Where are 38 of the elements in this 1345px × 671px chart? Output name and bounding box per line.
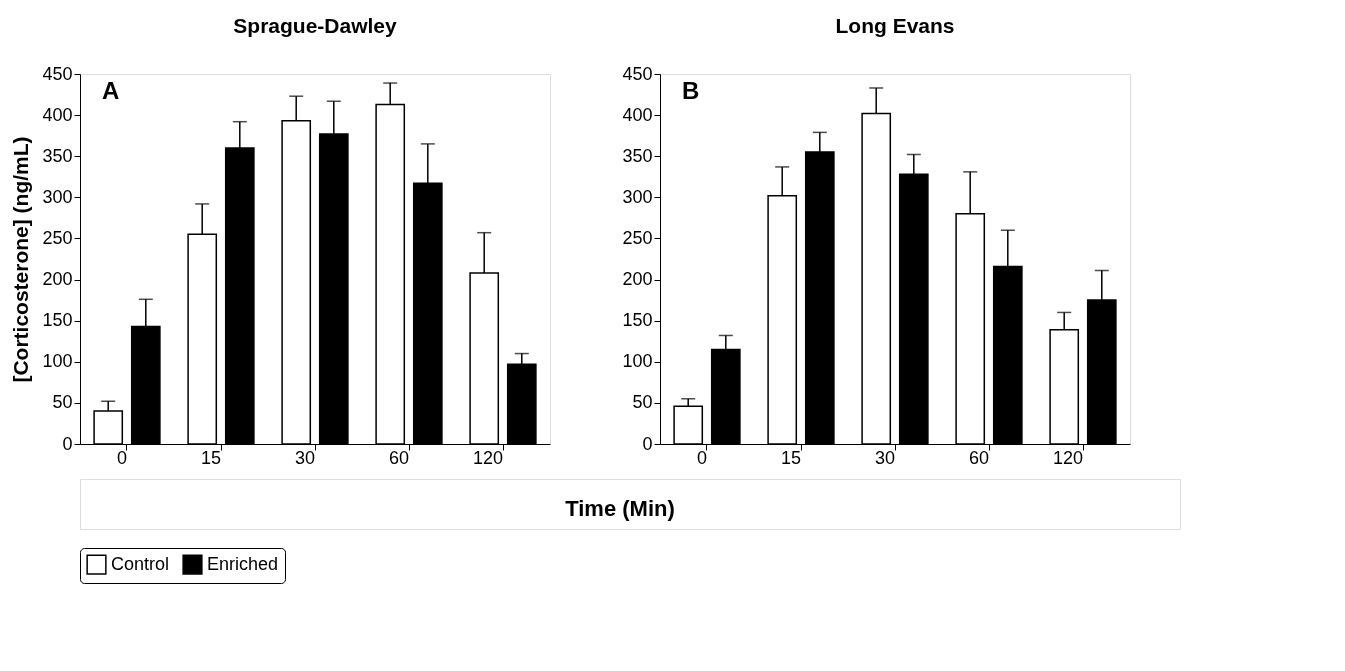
- y-tick-label: 0: [62, 433, 73, 454]
- y-tick-label: 150: [622, 310, 653, 331]
- y-tick-label: 100: [622, 351, 653, 372]
- legend-label: Enriched: [207, 553, 279, 574]
- y-tick-label: 450: [622, 63, 653, 84]
- annotation: B: [682, 77, 700, 104]
- y-tick-label: 400: [42, 104, 73, 125]
- y-tick-label: 200: [42, 269, 73, 290]
- y-tick-label: 100: [42, 351, 73, 372]
- y-tick-label: 50: [632, 392, 653, 413]
- y-tick-label: 400: [622, 104, 653, 125]
- legend-label: Control: [111, 553, 170, 574]
- y-tick-label: 450: [42, 63, 73, 84]
- y-tick-label: 300: [42, 186, 73, 207]
- x-tick-label: 120: [472, 447, 503, 468]
- y-tick-label: 250: [42, 227, 73, 248]
- x-axis-title: Time (Min): [565, 496, 675, 521]
- chart-title: Sprague-Dawley: [233, 14, 398, 37]
- x-tick-label: 60: [388, 447, 409, 468]
- x-tick-label: 15: [780, 447, 801, 468]
- y-axis-title: [Corticosterone] (ng/mL): [9, 136, 33, 383]
- x-tick-label: 15: [200, 447, 221, 468]
- x-tick-label: 0: [116, 447, 127, 468]
- x-tick-label: 30: [874, 447, 895, 468]
- y-tick-label: 300: [622, 186, 653, 207]
- y-tick-label: 0: [642, 433, 653, 454]
- y-tick-label: 350: [622, 145, 653, 166]
- x-tick-label: 30: [294, 447, 315, 468]
- x-tick-label: 60: [968, 447, 989, 468]
- y-tick-label: 250: [622, 227, 653, 248]
- y-tick-label: 150: [42, 310, 73, 331]
- x-tick-label: 0: [696, 447, 707, 468]
- annotation: A: [102, 77, 120, 104]
- x-tick-label: 120: [1052, 447, 1083, 468]
- y-tick-label: 350: [42, 145, 73, 166]
- y-tick-label: 50: [52, 392, 73, 413]
- y-tick-label: 200: [622, 269, 653, 290]
- chart-title: Long Evans: [835, 14, 955, 37]
